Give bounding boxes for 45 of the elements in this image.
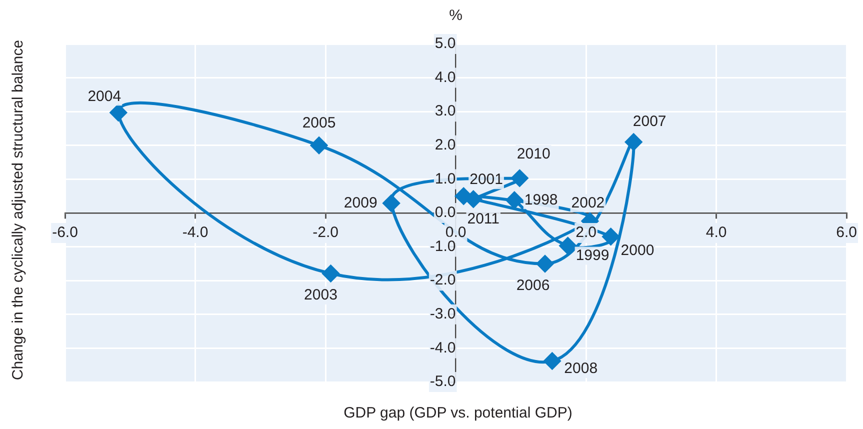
point xyxy=(322,265,340,282)
annotation: 2004 xyxy=(88,88,122,105)
point xyxy=(511,170,528,187)
annotation: 2011 xyxy=(467,210,500,228)
annotation: 2005 xyxy=(302,114,336,132)
point xyxy=(536,255,554,272)
annotation: 2009 xyxy=(344,194,378,212)
annotation: 2006 xyxy=(516,276,550,294)
annotation: 2000 xyxy=(620,242,654,259)
y-tick-label: -4.0 xyxy=(430,339,456,356)
y-tick-label: -3.0 xyxy=(430,306,456,323)
point xyxy=(559,237,576,254)
x-tick-label: -2.0 xyxy=(312,224,338,242)
y-tick-label: 1.0 xyxy=(434,170,456,188)
x-tick-label: -4.0 xyxy=(182,224,208,242)
x-axis-title: GDP gap (GDP vs. potential GDP) xyxy=(344,404,572,422)
text: % xyxy=(449,7,462,24)
x-tick-label: -6.0 xyxy=(52,224,78,242)
point xyxy=(625,134,642,151)
point xyxy=(602,228,620,246)
y-tick-label: 4.0 xyxy=(434,68,456,86)
annotation: 2008 xyxy=(564,360,598,378)
x-tick-label: 2.0 xyxy=(576,224,596,242)
x-tick-label: 6.0 xyxy=(836,224,858,242)
point xyxy=(382,194,400,212)
annotation: 1998 xyxy=(524,191,558,208)
point xyxy=(544,352,561,370)
y-tick-label: 5.0 xyxy=(434,35,456,52)
annotation: 2003 xyxy=(304,286,338,304)
annotation: 1999 xyxy=(576,246,610,264)
annotation: 2007 xyxy=(632,113,666,130)
x-tick-label: 4.0 xyxy=(706,224,727,242)
y-tick-label: 0.0 xyxy=(434,204,456,222)
y-tick-label: -2.0 xyxy=(430,272,456,289)
y-tick-label: 3.0 xyxy=(434,102,456,120)
y-axis-title: Change in the cyclically adjusted structural balance xyxy=(10,40,26,380)
annotation: 2010 xyxy=(516,145,550,162)
y-tick-label: 2.0 xyxy=(434,136,456,154)
annotation: 2002 xyxy=(571,194,605,212)
point xyxy=(310,136,328,154)
annotation: 2001 xyxy=(470,171,503,188)
point xyxy=(110,104,127,122)
point xyxy=(506,192,523,209)
y-tick-label: -1.0 xyxy=(430,238,456,255)
y-tick-label: -5.0 xyxy=(430,373,456,390)
